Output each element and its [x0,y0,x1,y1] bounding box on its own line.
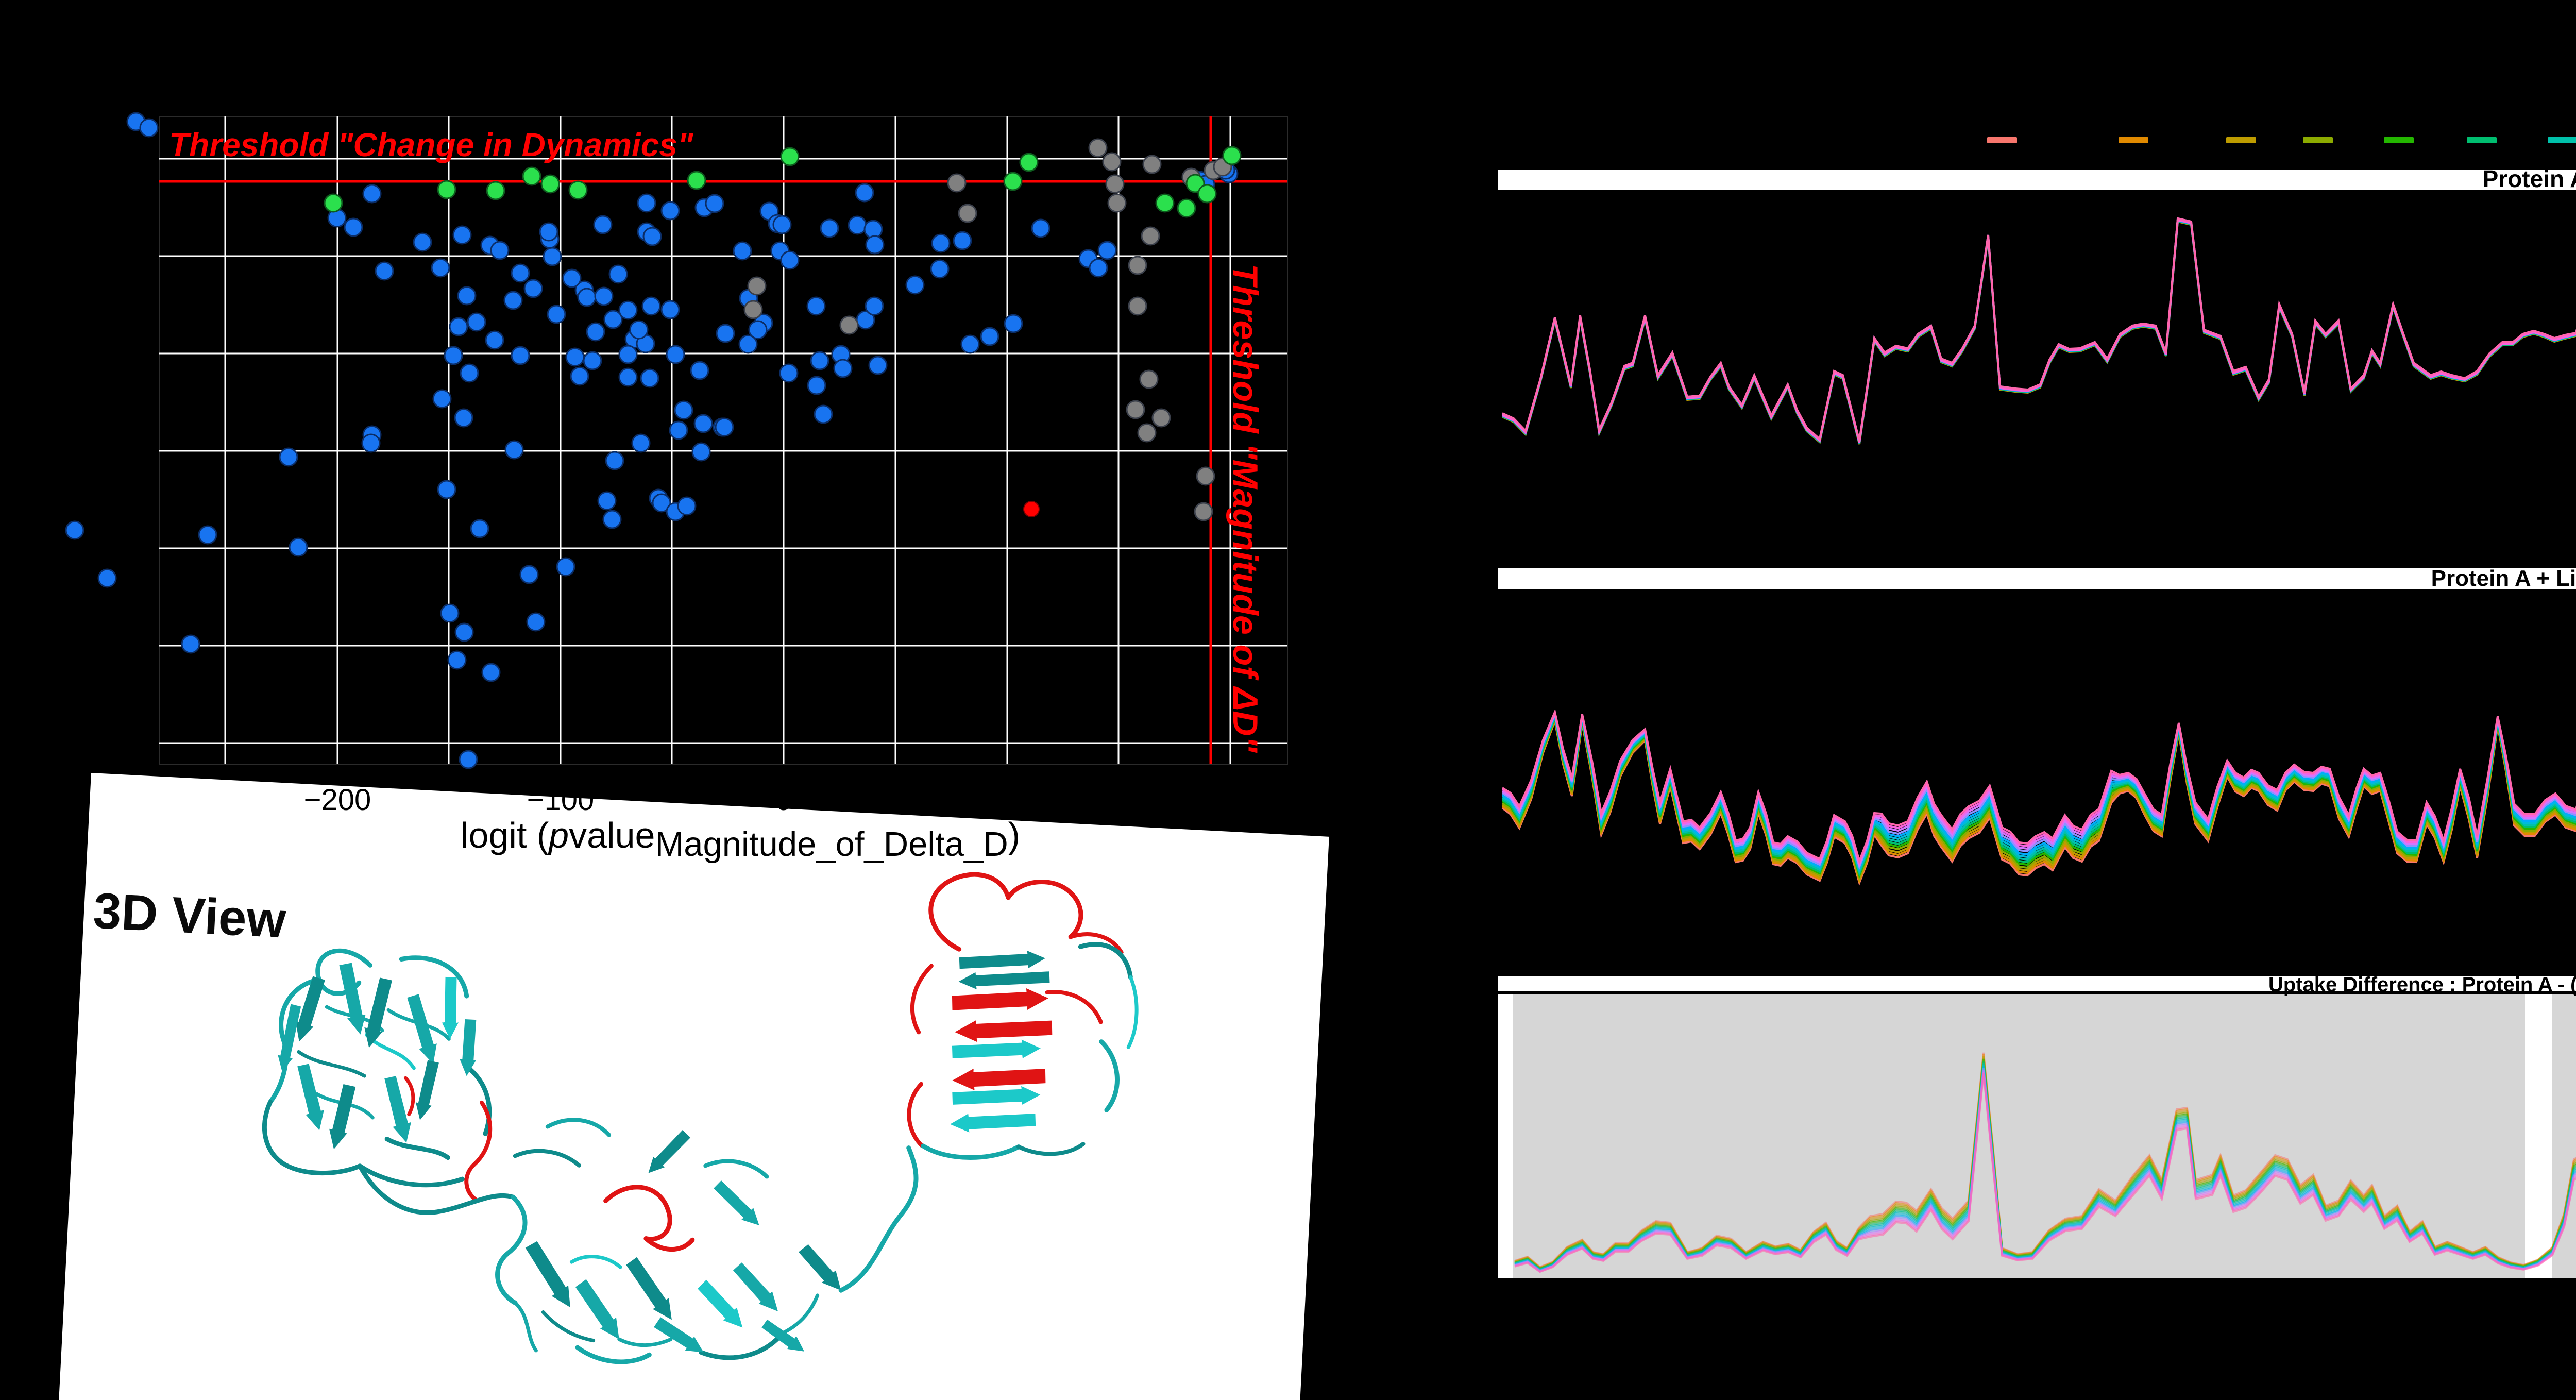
svg-text:Uptake Difference : Protein A: Uptake Difference : Protein A - (Protein… [2268,973,2576,996]
svg-text:0: 0 [775,783,792,817]
svg-text:3D View: 3D View [92,882,287,949]
svg-text:−100: −100 [527,783,595,817]
svg-text:100: 100 [982,783,1032,817]
svg-text:Protein A: Protein A [2483,165,2576,192]
svg-text:Threshold "Magnitude of ΔD": Threshold "Magnitude of ΔD" [1226,264,1265,753]
svg-text:200: 200 [1206,783,1256,817]
svg-text:−200: −200 [304,783,371,817]
svg-text:Threshold "Change in Dynamics": Threshold "Change in Dynamics" [169,126,693,163]
svg-text:Protein A + Ligand: Protein A + Ligand [2431,566,2576,591]
